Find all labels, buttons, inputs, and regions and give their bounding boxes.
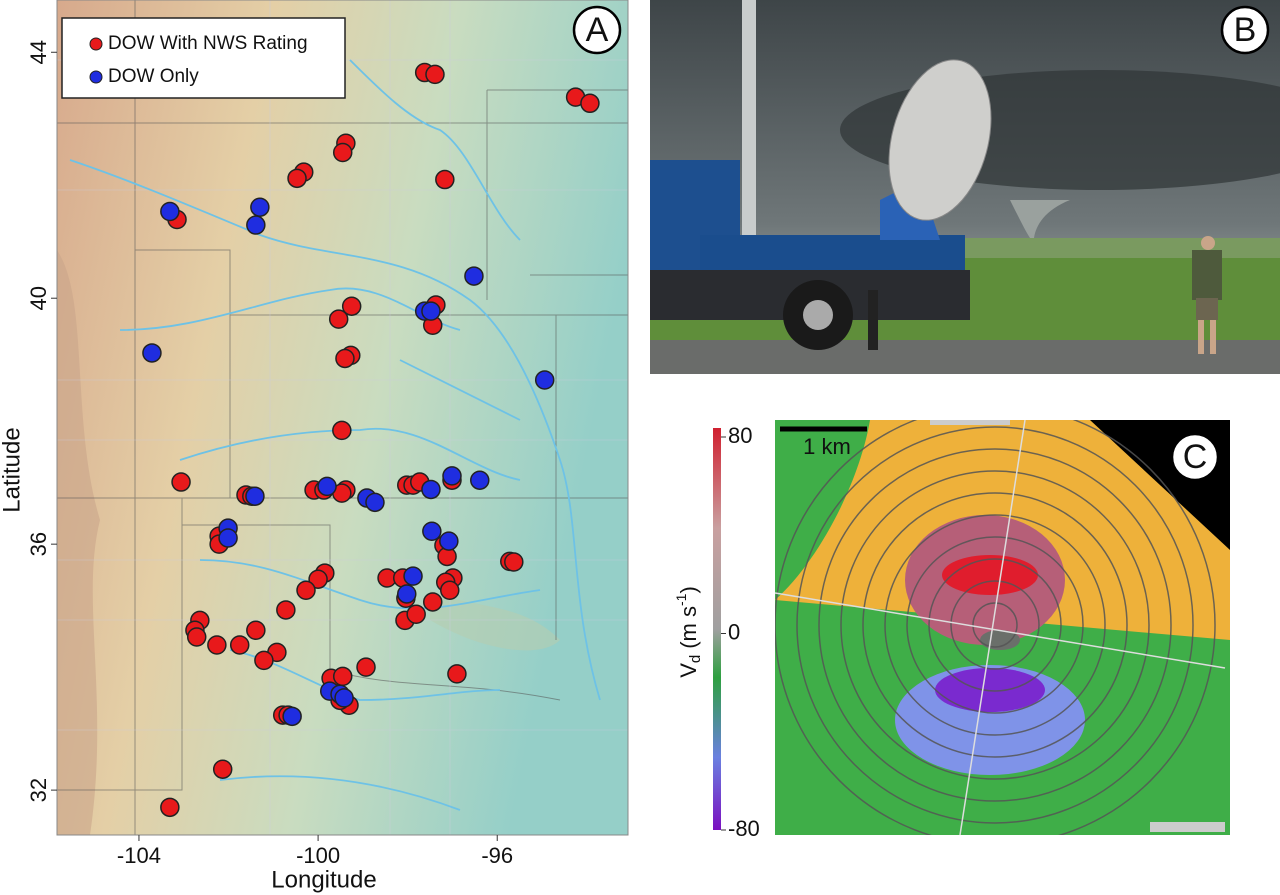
site-point (229, 635, 250, 655)
y-axis-title: Latitude (0, 427, 25, 512)
site-point (332, 142, 353, 163)
site-point (328, 309, 349, 329)
site-point (276, 600, 296, 620)
site-point (254, 650, 274, 671)
range-ring (840, 470, 1150, 780)
panel-labels: A B C (572, 5, 1270, 482)
site-point (250, 197, 270, 217)
site-point (425, 64, 445, 85)
site-point (421, 301, 441, 321)
site-point (282, 706, 302, 727)
y-tick-label: 36 (26, 532, 51, 556)
range-ring (884, 514, 1106, 736)
colorbar-label: Vd (m s-1) (673, 586, 704, 678)
panel-label: B (1234, 11, 1257, 49)
site-point (335, 348, 355, 369)
site-point (422, 521, 442, 542)
range-ring (862, 492, 1128, 758)
site-point (332, 666, 353, 687)
y-tick-label: 40 (26, 286, 51, 310)
colorbar-tick-label: 0 (728, 619, 740, 644)
site-point (356, 657, 376, 677)
x-tick-label: -96 (481, 843, 513, 868)
site-point (246, 215, 266, 235)
site-point (403, 566, 423, 586)
site-point (207, 635, 227, 655)
range-ring (818, 448, 1172, 802)
label-exponent: -1 (673, 593, 689, 606)
site-point (504, 552, 524, 572)
site-point (435, 169, 455, 190)
site-point (245, 486, 265, 506)
site-point (218, 528, 238, 548)
site-point (464, 266, 484, 286)
site-point (160, 797, 180, 818)
range-ring (796, 426, 1194, 824)
site-point (470, 470, 490, 490)
site-point (439, 531, 459, 551)
legend-label: DOW With NWS Rating (108, 33, 308, 54)
legend-label: DOW Only (108, 66, 199, 87)
site-point (397, 584, 417, 604)
site-point (422, 592, 443, 612)
legend-box (61, 17, 346, 99)
site-point (534, 370, 555, 390)
site-point (421, 479, 441, 500)
site-point (334, 688, 354, 708)
site-point (442, 466, 462, 486)
site-point (246, 620, 266, 640)
colorbar-tick-label: 80 (728, 423, 752, 448)
site-point (160, 201, 180, 222)
site-point (171, 472, 191, 492)
x-tick-label: -100 (296, 843, 340, 868)
range-ring (972, 602, 1018, 648)
legend-marker (89, 37, 103, 51)
site-point (332, 420, 352, 441)
site-point (365, 492, 385, 513)
colorbar (713, 428, 721, 830)
label-unit: (m s (676, 606, 701, 649)
range-ring (906, 536, 1084, 714)
range-ring (950, 580, 1040, 670)
site-point (287, 168, 307, 189)
photo (650, 0, 1280, 374)
y-tick-label: 44 (26, 40, 51, 64)
colorbar-tick-label: -80 (728, 816, 760, 841)
site-point (406, 604, 426, 625)
y-tick-label: 32 (26, 778, 51, 802)
panel-label: C (1183, 438, 1208, 476)
legend-marker (89, 70, 103, 84)
x-tick-label: -104 (117, 843, 161, 868)
site-point (186, 627, 207, 647)
scale-bar-label: 1 km (803, 434, 851, 459)
site-point (212, 759, 233, 779)
site-point (296, 580, 316, 601)
site-point (341, 296, 362, 316)
site-point (580, 93, 600, 114)
range-ring (928, 558, 1062, 692)
range-ring (775, 420, 1216, 835)
label-subscript: d (687, 655, 704, 663)
site-point (308, 569, 328, 589)
map-frame (56, 0, 629, 836)
site-point (317, 476, 337, 497)
site-point (142, 343, 162, 363)
site-point (447, 664, 467, 684)
radar-image (775, 420, 1230, 835)
site-point (440, 580, 460, 601)
x-axis-title: Longitude (271, 866, 376, 893)
label-symbol: V (676, 663, 701, 678)
label-close: ) (676, 586, 701, 593)
panel-label: A (586, 11, 609, 49)
